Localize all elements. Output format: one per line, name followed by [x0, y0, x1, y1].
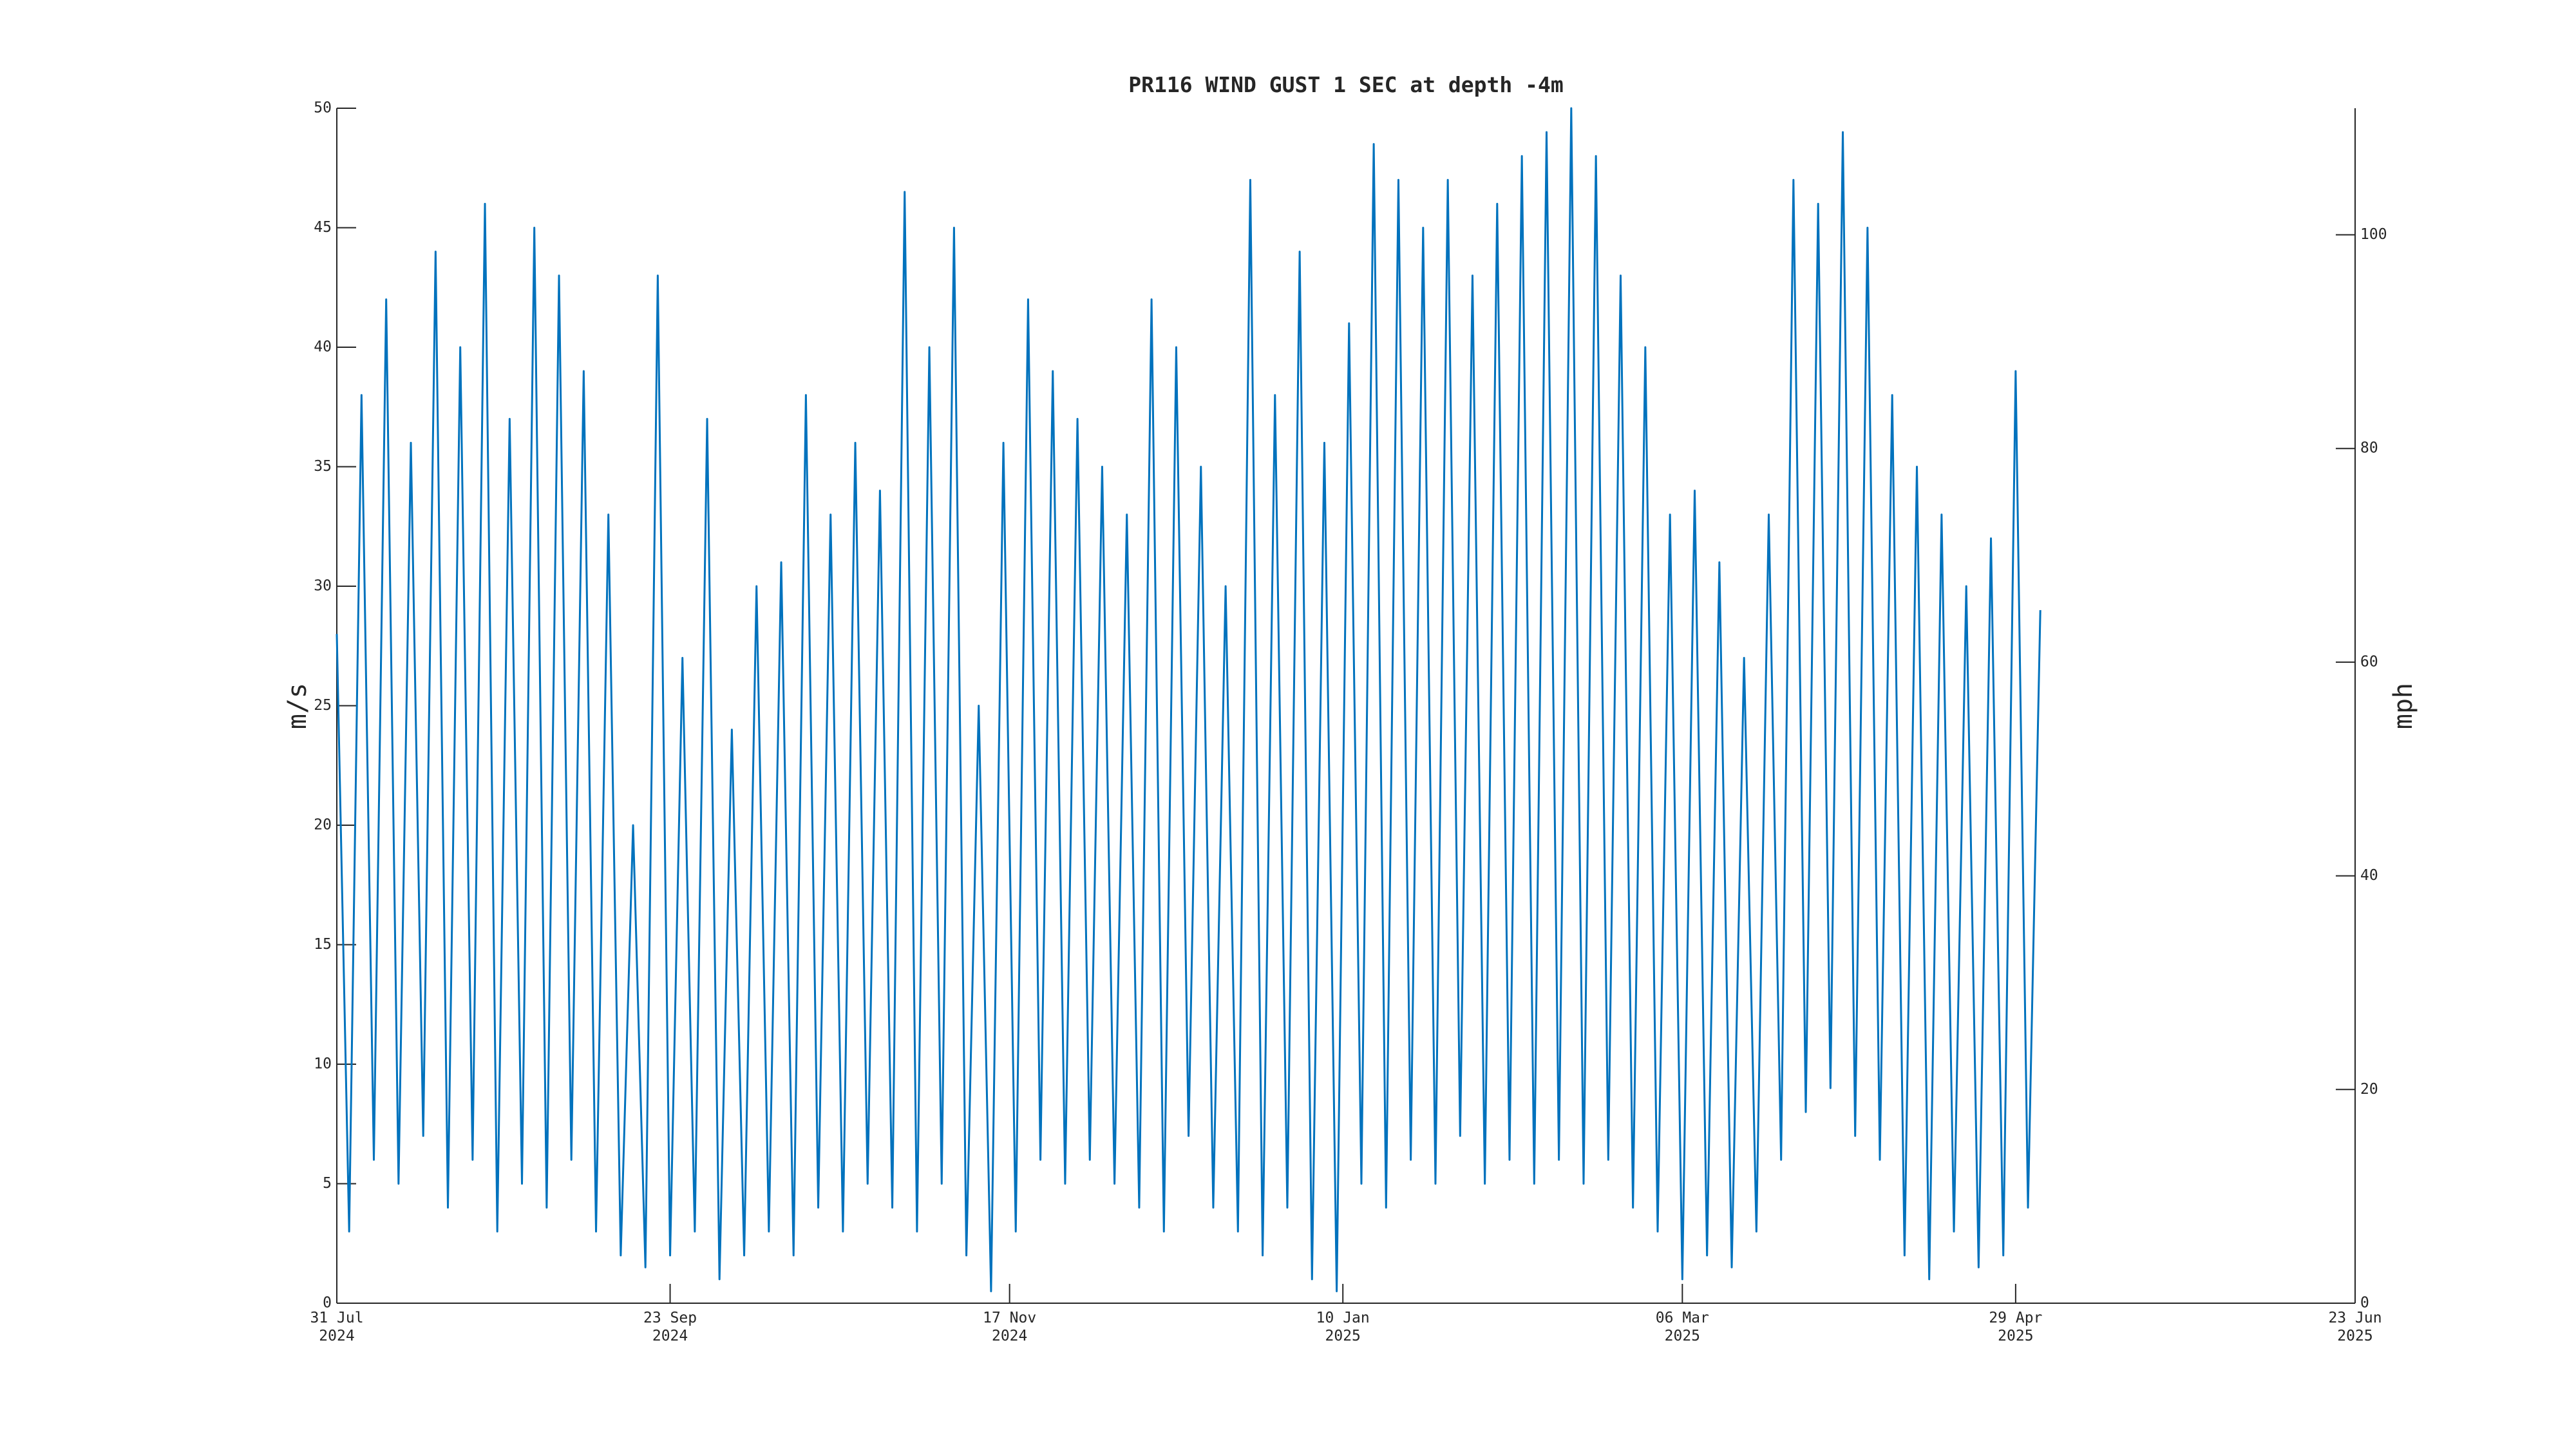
x-tick-label: 06 Mar 2025	[1656, 1310, 1709, 1344]
y-tick-label: 50	[314, 100, 332, 117]
x-tick-label: 17 Nov 2024	[983, 1310, 1036, 1344]
y-tick-label: 40	[314, 339, 332, 356]
y-tick-label: 0	[323, 1295, 332, 1312]
chart-title: PR116 WIND GUST 1 SEC at depth -4m	[1128, 72, 1564, 97]
y2-tick-label: 100	[2360, 226, 2387, 243]
y-tick-label: 35	[314, 458, 332, 475]
y2-tick-label: 60	[2360, 653, 2378, 670]
data-line	[336, 107, 2041, 1292]
y-tick-label: 5	[323, 1175, 332, 1192]
y2-tick-label: 40	[2360, 867, 2378, 884]
x-tick-label: 31 Jul 2024	[310, 1310, 363, 1344]
x-tick-label: 23 Sep 2024	[643, 1310, 697, 1344]
x-tick-label: 10 Jan 2025	[1316, 1310, 1370, 1344]
y2-tick-label: 20	[2360, 1081, 2378, 1098]
y2-tick-label: 0	[2360, 1295, 2369, 1312]
y-tick-label: 10	[314, 1056, 332, 1073]
y-tick-label: 45	[314, 219, 332, 236]
y2-axis-label: mph	[2389, 683, 2418, 729]
x-tick-label: 29 Apr 2025	[1989, 1310, 2042, 1344]
y-axis-label: m/s	[283, 683, 312, 729]
y2-tick-label: 80	[2360, 440, 2378, 457]
y-tick-label: 15	[314, 936, 332, 953]
y-tick-label: 25	[314, 697, 332, 714]
y-tick-label: 30	[314, 578, 332, 595]
x-tick-label: 23 Jun 2025	[2328, 1310, 2382, 1344]
y-tick-label: 20	[314, 817, 332, 834]
